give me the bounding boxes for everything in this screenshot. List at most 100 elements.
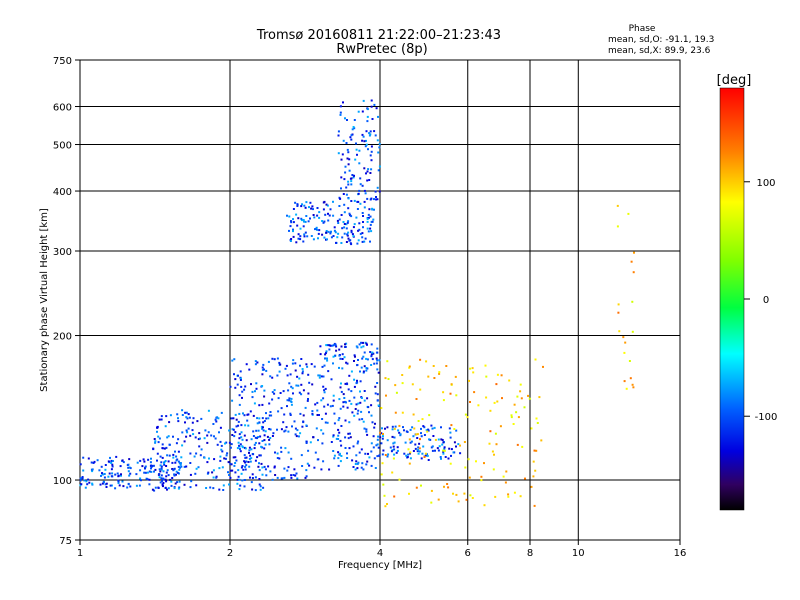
data-point bbox=[256, 456, 259, 459]
data-point bbox=[353, 396, 356, 399]
data-point bbox=[280, 428, 283, 431]
data-point bbox=[378, 454, 381, 457]
data-point bbox=[369, 223, 372, 226]
data-point bbox=[372, 218, 375, 221]
data-point bbox=[243, 434, 246, 437]
data-point bbox=[325, 351, 327, 354]
data-point bbox=[178, 472, 180, 475]
data-point bbox=[377, 371, 380, 374]
data-point bbox=[161, 443, 164, 446]
data-point bbox=[370, 450, 373, 453]
data-point bbox=[159, 470, 162, 473]
data-point bbox=[255, 429, 258, 432]
data-point bbox=[337, 419, 340, 422]
data-point bbox=[371, 358, 374, 361]
data-point bbox=[105, 482, 108, 485]
data-point bbox=[273, 389, 276, 392]
data-point bbox=[213, 458, 216, 461]
data-point bbox=[311, 205, 314, 208]
data-point bbox=[442, 449, 445, 452]
data-point bbox=[367, 230, 370, 233]
data-point bbox=[350, 370, 353, 373]
data-point bbox=[404, 441, 407, 444]
data-point bbox=[530, 485, 533, 488]
data-point bbox=[263, 465, 266, 468]
data-point bbox=[184, 421, 186, 424]
x-tick-label: 8 bbox=[527, 548, 533, 559]
data-point bbox=[346, 221, 349, 224]
data-point bbox=[409, 457, 412, 460]
data-point bbox=[318, 229, 321, 232]
data-point bbox=[347, 220, 350, 223]
data-point bbox=[292, 235, 295, 238]
data-point bbox=[164, 478, 167, 481]
data-point bbox=[297, 233, 300, 236]
data-point bbox=[515, 411, 518, 414]
data-point bbox=[493, 453, 495, 456]
data-point bbox=[459, 452, 462, 455]
data-point bbox=[206, 472, 209, 475]
data-point bbox=[250, 438, 253, 441]
data-point bbox=[287, 430, 290, 433]
data-point bbox=[322, 201, 325, 204]
data-point bbox=[532, 475, 535, 478]
data-point bbox=[348, 399, 351, 402]
data-point bbox=[268, 438, 271, 441]
data-point bbox=[363, 167, 366, 170]
data-point bbox=[372, 435, 375, 438]
data-point bbox=[437, 438, 440, 441]
data-point bbox=[367, 168, 370, 171]
data-point bbox=[512, 423, 515, 425]
data-point bbox=[631, 330, 634, 333]
data-point bbox=[423, 456, 426, 458]
data-point bbox=[362, 345, 365, 348]
data-point bbox=[252, 430, 255, 433]
data-point bbox=[238, 444, 240, 447]
data-point bbox=[254, 390, 256, 393]
data-point bbox=[346, 233, 349, 236]
data-point bbox=[254, 363, 257, 366]
data-point bbox=[397, 429, 400, 432]
data-point bbox=[262, 486, 265, 489]
data-point bbox=[375, 357, 378, 360]
data-point bbox=[513, 491, 516, 494]
data-point bbox=[324, 421, 327, 424]
data-point bbox=[310, 363, 313, 366]
data-point bbox=[139, 469, 142, 472]
data-point bbox=[376, 443, 379, 446]
data-point bbox=[192, 417, 195, 420]
data-point bbox=[258, 462, 260, 465]
data-point bbox=[288, 229, 290, 232]
data-point bbox=[288, 215, 291, 218]
data-point bbox=[299, 432, 302, 435]
data-point bbox=[356, 381, 359, 384]
data-point bbox=[322, 375, 325, 378]
data-point bbox=[289, 373, 292, 376]
data-point bbox=[147, 458, 150, 461]
data-point bbox=[296, 205, 299, 207]
data-point bbox=[330, 378, 333, 381]
data-point bbox=[309, 441, 312, 444]
data-point bbox=[189, 473, 192, 476]
data-point bbox=[306, 399, 309, 402]
data-point bbox=[378, 190, 381, 193]
data-point bbox=[236, 447, 239, 450]
data-point bbox=[165, 415, 168, 418]
data-point bbox=[262, 363, 265, 366]
data-point bbox=[311, 410, 314, 413]
data-point bbox=[197, 466, 200, 469]
data-point bbox=[258, 421, 261, 424]
data-point bbox=[366, 108, 369, 111]
data-point bbox=[488, 442, 491, 445]
data-point bbox=[264, 430, 267, 433]
data-point bbox=[293, 468, 296, 471]
data-point bbox=[355, 454, 358, 457]
data-point bbox=[483, 462, 485, 465]
data-point bbox=[440, 457, 442, 460]
data-point bbox=[176, 413, 179, 416]
data-point bbox=[159, 481, 162, 484]
data-point bbox=[504, 481, 507, 484]
data-point bbox=[449, 431, 452, 434]
data-point bbox=[471, 367, 474, 370]
data-point bbox=[533, 504, 536, 507]
